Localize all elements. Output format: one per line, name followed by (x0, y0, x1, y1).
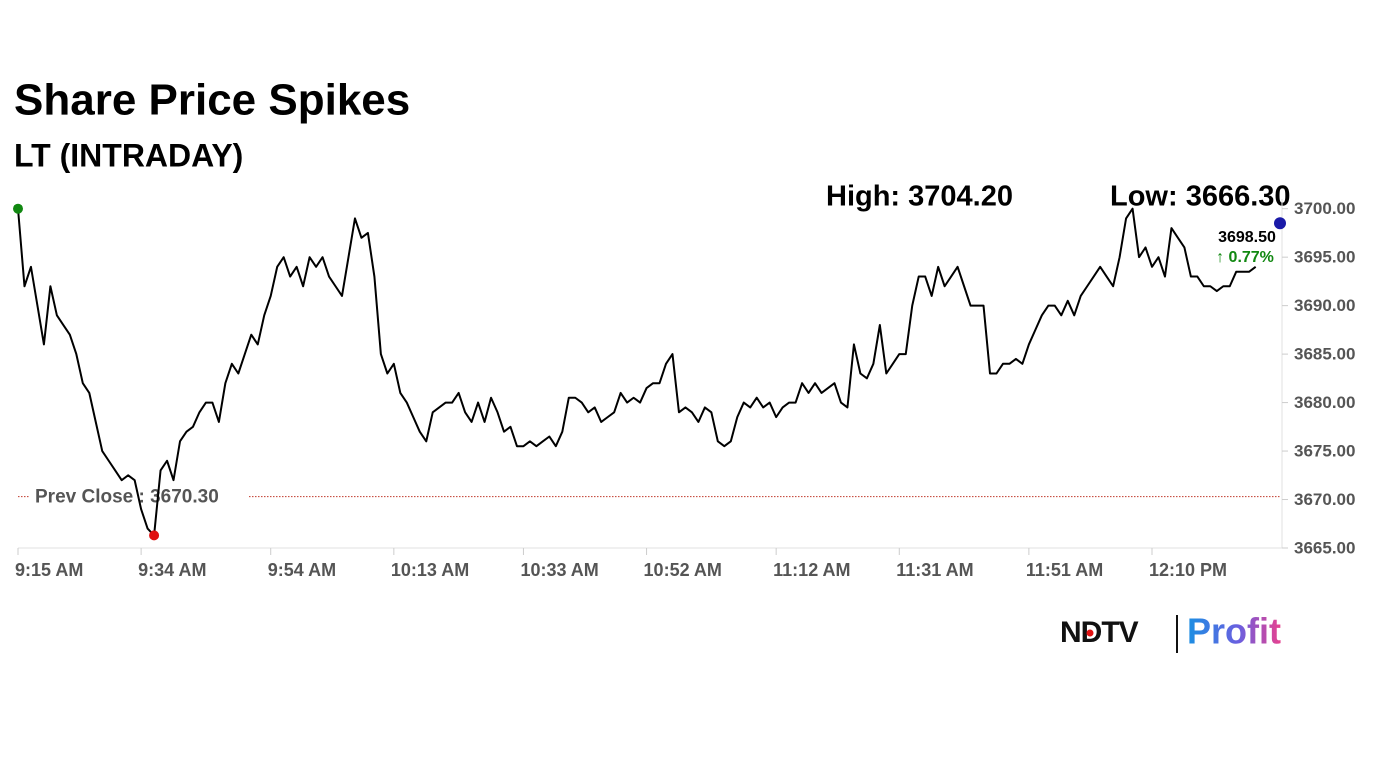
x-tick-label: 9:15 AM (15, 560, 83, 580)
x-tick-label: 10:52 AM (644, 560, 722, 580)
brand-logo: NDTV Profit (1060, 611, 1281, 653)
y-tick-label: 3685.00 (1294, 345, 1355, 364)
prev-close-label: Prev Close : 3670.30 (35, 487, 219, 508)
brand-product: Profit (1187, 611, 1281, 652)
y-tick-label: 3690.00 (1294, 296, 1355, 315)
y-tick-label: 3670.00 (1294, 490, 1355, 509)
last-price-marker (1274, 217, 1286, 230)
price-line (17, 207, 1257, 537)
x-tick-label: 11:31 AM (896, 560, 973, 580)
x-tick-label: 9:54 AM (268, 560, 336, 580)
high-label: High: 3704.20 (826, 181, 1013, 213)
y-tick-label: 3700.00 (1294, 199, 1355, 218)
y-tick-label: 3665.00 (1294, 538, 1355, 557)
x-tick-label: 11:51 AM (1026, 560, 1103, 580)
start-marker (13, 203, 23, 214)
low-label: Low: 3666.30 (1110, 181, 1291, 213)
y-tick-label: 3680.00 (1294, 393, 1355, 412)
brand-name: NDTV (1060, 616, 1139, 649)
low-marker (149, 530, 160, 541)
x-tick-label: 10:33 AM (520, 560, 598, 580)
y-tick-label: 3675.00 (1294, 442, 1355, 461)
x-tick-label: 12:10 PM (1149, 560, 1227, 580)
x-tick-label: 11:12 AM (773, 560, 850, 580)
last-price-label: 3698.50 (1218, 229, 1276, 246)
chart-subtitle: LT (INTRADAY) (14, 137, 243, 173)
x-tick-label: 9:34 AM (138, 560, 206, 580)
y-tick-label: 3695.00 (1294, 248, 1355, 267)
chart-title: Share Price Spikes (14, 76, 410, 125)
brand-dot (1086, 629, 1094, 637)
x-tick-label: 10:13 AM (391, 560, 469, 580)
change-label: ↑ 0.77% (1216, 249, 1274, 266)
